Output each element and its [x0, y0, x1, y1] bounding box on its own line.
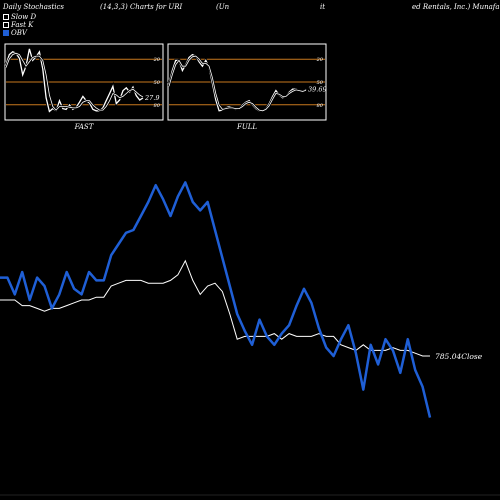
tick-label-20: 80 [154, 103, 161, 109]
tick-label-80: 20 [316, 57, 324, 63]
header-params: (14,3,3) Charts for URI [100, 3, 183, 11]
legend-label-fast-k: Fast K [11, 21, 34, 29]
header-paren: (Un [216, 3, 230, 11]
legend-item-fast-k: Fast K [3, 21, 33, 29]
header-mid: it [320, 3, 326, 11]
tick-label-50: 50 [154, 80, 161, 86]
panel-title-fast: FAST [74, 123, 95, 131]
legend-label-slow-d: Slow D [11, 13, 37, 21]
panel-title-full: FULL [236, 123, 257, 131]
series-line-obv [0, 181, 432, 418]
series-line-slow-d [168, 55, 307, 112]
tick-label-50: 50 [317, 80, 324, 86]
panel-fast: 80 50 20 27.9 FAST [4, 43, 164, 131]
legend-swatch-obv [3, 30, 9, 36]
legend-swatch-fast-k [3, 22, 9, 28]
tick-label-80: 20 [153, 57, 161, 63]
close-value-label: 785.04Close [435, 352, 483, 361]
legend-item-slow-d: Slow D [3, 13, 36, 21]
header-company: ed Rentals, Inc.) Munafa [412, 3, 500, 11]
tick-label-20: 80 [317, 103, 324, 109]
panel-full: 80 50 20 39.69 FULL [167, 43, 327, 131]
series-line-close [0, 259, 430, 357]
header-title: Daily Stochastics [3, 3, 65, 11]
last-value-label: 27.9 [144, 94, 159, 102]
series-line-slow-d [5, 52, 144, 111]
legend-item-obv: OBV [3, 29, 27, 37]
main-chart: 785.04Close [0, 181, 500, 496]
legend-swatch-slow-d [3, 14, 9, 20]
last-value-label: 39.69 [308, 85, 327, 93]
legend-label-obv: OBV [11, 29, 27, 37]
